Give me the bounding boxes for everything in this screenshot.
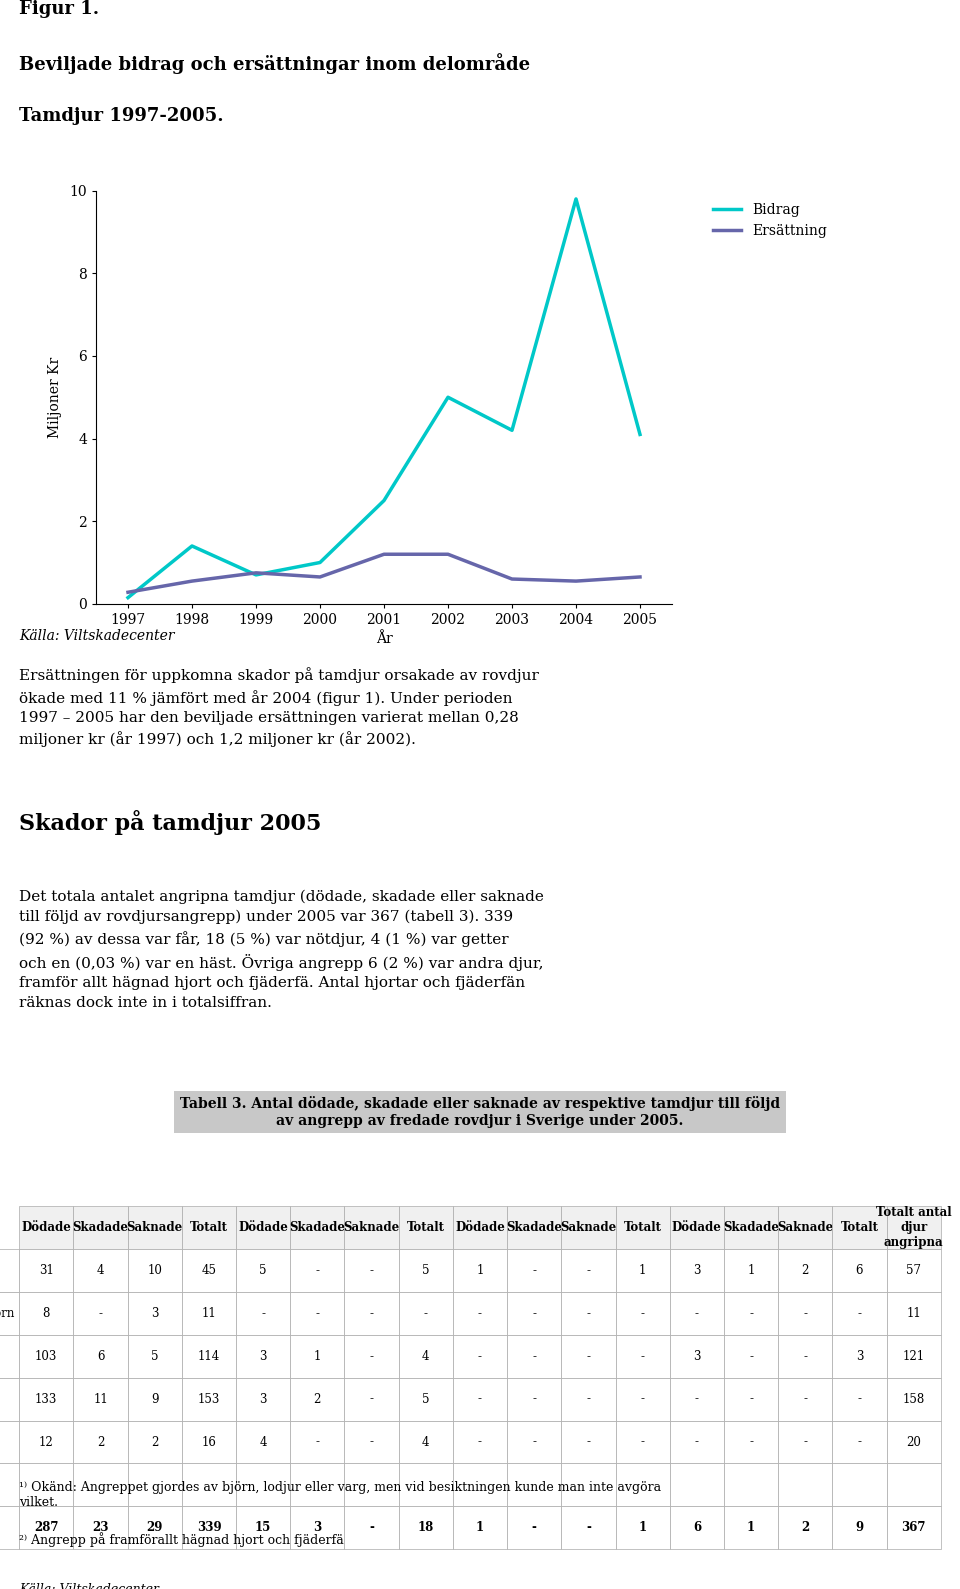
Text: Skador på tamdjur 2005: Skador på tamdjur 2005 [19, 810, 322, 836]
X-axis label: År: År [375, 632, 393, 647]
Text: Källa: Viltskadecenter: Källa: Viltskadecenter [19, 1583, 159, 1589]
Text: Figur 1.: Figur 1. [19, 0, 99, 17]
Text: Källa: Viltskadecenter: Källa: Viltskadecenter [19, 629, 175, 642]
Text: Tamdjur 1997-2005.: Tamdjur 1997-2005. [19, 106, 224, 126]
Text: Tabell 3. Antal dödade, skadade eller saknade av respektive tamdjur till följd
a: Tabell 3. Antal dödade, skadade eller sa… [180, 1096, 780, 1128]
Text: ²⁾ Angrepp på framförallt hägnad hjort och fjäderfä: ²⁾ Angrepp på framförallt hägnad hjort o… [19, 1532, 344, 1546]
Text: ¹⁾ Okänd: Angreppet gjordes av björn, lodjur eller varg, men vid besiktningen ku: ¹⁾ Okänd: Angreppet gjordes av björn, lo… [19, 1481, 661, 1510]
Y-axis label: Miljoner Kr: Miljoner Kr [48, 356, 62, 439]
Text: Det totala antalet angripna tamdjur (​dödade, skadade​ eller ​saknade​
till följ: Det totala antalet angripna tamdjur (​dö… [19, 890, 544, 1009]
Text: Beviljade bidrag och ersättningar inom delområde: Beviljade bidrag och ersättningar inom d… [19, 54, 530, 75]
Text: Ersättningen för uppkomna skador på tamdjur orsakade av rovdjur
ökade med 11 % j: Ersättningen för uppkomna skador på tamd… [19, 667, 540, 747]
Legend: Bidrag, Ersättning: Bidrag, Ersättning [708, 197, 832, 243]
